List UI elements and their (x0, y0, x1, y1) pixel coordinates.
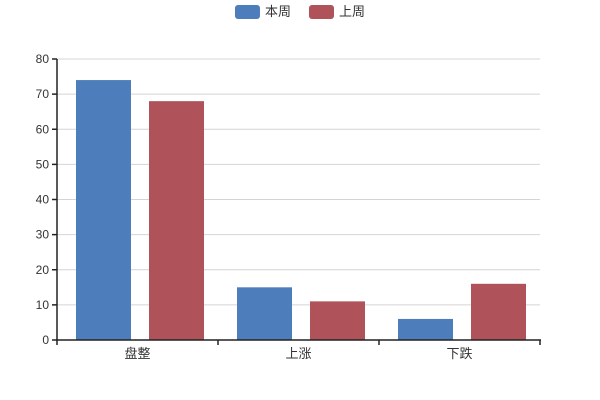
legend-item-本周[interactable]: 本周 (234, 4, 291, 19)
bar-本周-盘整[interactable] (76, 80, 131, 340)
x-axis-label: 上涨 (285, 346, 311, 361)
x-axis-label: 盘整 (124, 346, 150, 361)
legend-label: 上周 (339, 4, 366, 19)
y-axis-label: 10 (36, 298, 50, 312)
bar-上周-下跌[interactable] (471, 283, 526, 340)
y-axis-label: 30 (36, 228, 50, 242)
y-axis-label: 0 (42, 333, 49, 347)
y-axis-label: 40 (36, 193, 50, 207)
bar-上周-上涨[interactable] (310, 301, 365, 340)
bar-上周-盘整[interactable] (149, 101, 204, 341)
legend-swatch (234, 5, 260, 19)
y-axis-label: 60 (36, 122, 50, 136)
legend-swatch (309, 5, 334, 19)
y-axis-label: 50 (36, 157, 50, 171)
bar-本周-上涨[interactable] (237, 287, 292, 340)
y-axis-label: 20 (36, 263, 50, 277)
legend-label: 本周 (264, 4, 291, 19)
x-axis-label: 下跌 (446, 346, 472, 361)
chart-legend: 本周 上周 (234, 4, 365, 19)
legend-item-上周[interactable]: 上周 (309, 5, 365, 19)
y-axis-label: 70 (36, 87, 50, 101)
y-axis-label: 80 (36, 52, 50, 66)
bar-本周-下跌[interactable] (398, 318, 453, 340)
